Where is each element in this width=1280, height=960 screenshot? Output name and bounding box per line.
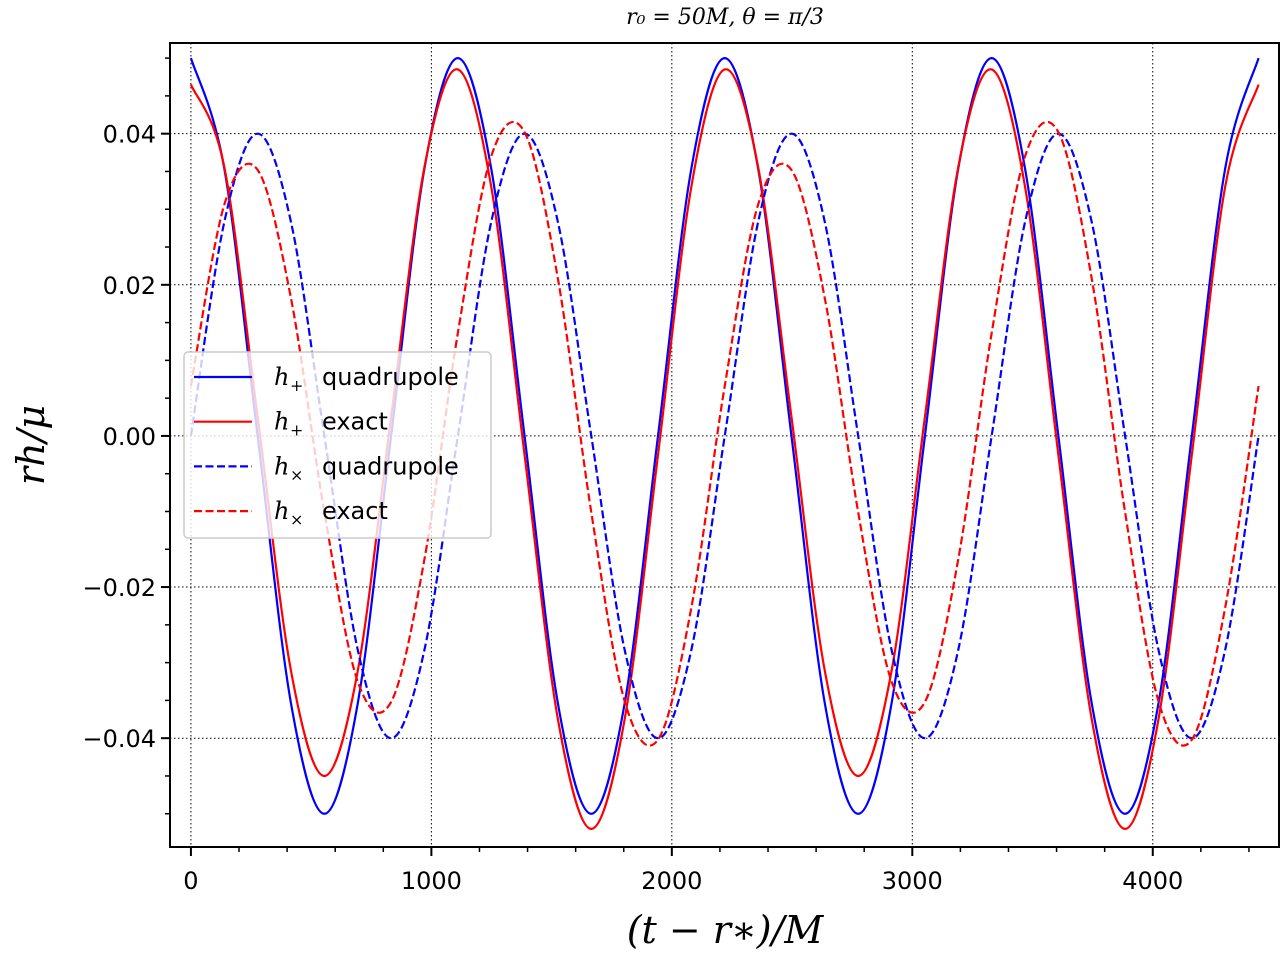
legend-subscript: + bbox=[290, 376, 303, 395]
series-line-h-quadrupole bbox=[189, 132, 1260, 740]
y-tick-label: 0.02 bbox=[103, 272, 156, 300]
legend-subscript: × bbox=[290, 510, 303, 529]
plot-frame bbox=[169, 42, 1280, 848]
y-tick-label: 0.00 bbox=[103, 423, 156, 451]
x-tick-label: 2000 bbox=[641, 867, 702, 895]
legend-symbol: h bbox=[274, 497, 289, 525]
x-axis-label: (t − r∗)/M bbox=[627, 908, 825, 952]
chart-title: r₀ = 50M, θ = π/3 bbox=[626, 5, 824, 30]
legend-box bbox=[183, 351, 492, 539]
legend-label: quadrupole bbox=[322, 452, 459, 480]
series-line-h-quadrupole bbox=[189, 57, 1260, 815]
legend-symbol: h bbox=[274, 452, 289, 480]
legend-subscript: × bbox=[290, 465, 303, 484]
y-tick-label: 0.04 bbox=[103, 121, 156, 149]
legend-label: quadrupole bbox=[322, 363, 459, 391]
y-axis-label: rh/μ bbox=[9, 405, 53, 485]
ticks: 0 1000 2000 3000 4000 −0.04 −0.02 0.00 0.02 0.04 bbox=[82, 57, 1250, 895]
y-tick-label: −0.02 bbox=[82, 574, 156, 602]
series-line-h-exact bbox=[189, 120, 1260, 747]
legend-label: exact bbox=[322, 497, 388, 525]
y-tick-label: −0.04 bbox=[82, 725, 156, 753]
x-tick-label: 4000 bbox=[1122, 867, 1183, 895]
legend-symbol: h bbox=[274, 363, 289, 391]
x-tick-label: 3000 bbox=[882, 867, 943, 895]
legend-subscript: + bbox=[290, 421, 303, 440]
x-tick-label: 1000 bbox=[401, 867, 462, 895]
x-tick-label: 0 bbox=[183, 867, 198, 895]
legend-symbol: h bbox=[274, 408, 289, 436]
legend-label: exact bbox=[322, 408, 388, 436]
